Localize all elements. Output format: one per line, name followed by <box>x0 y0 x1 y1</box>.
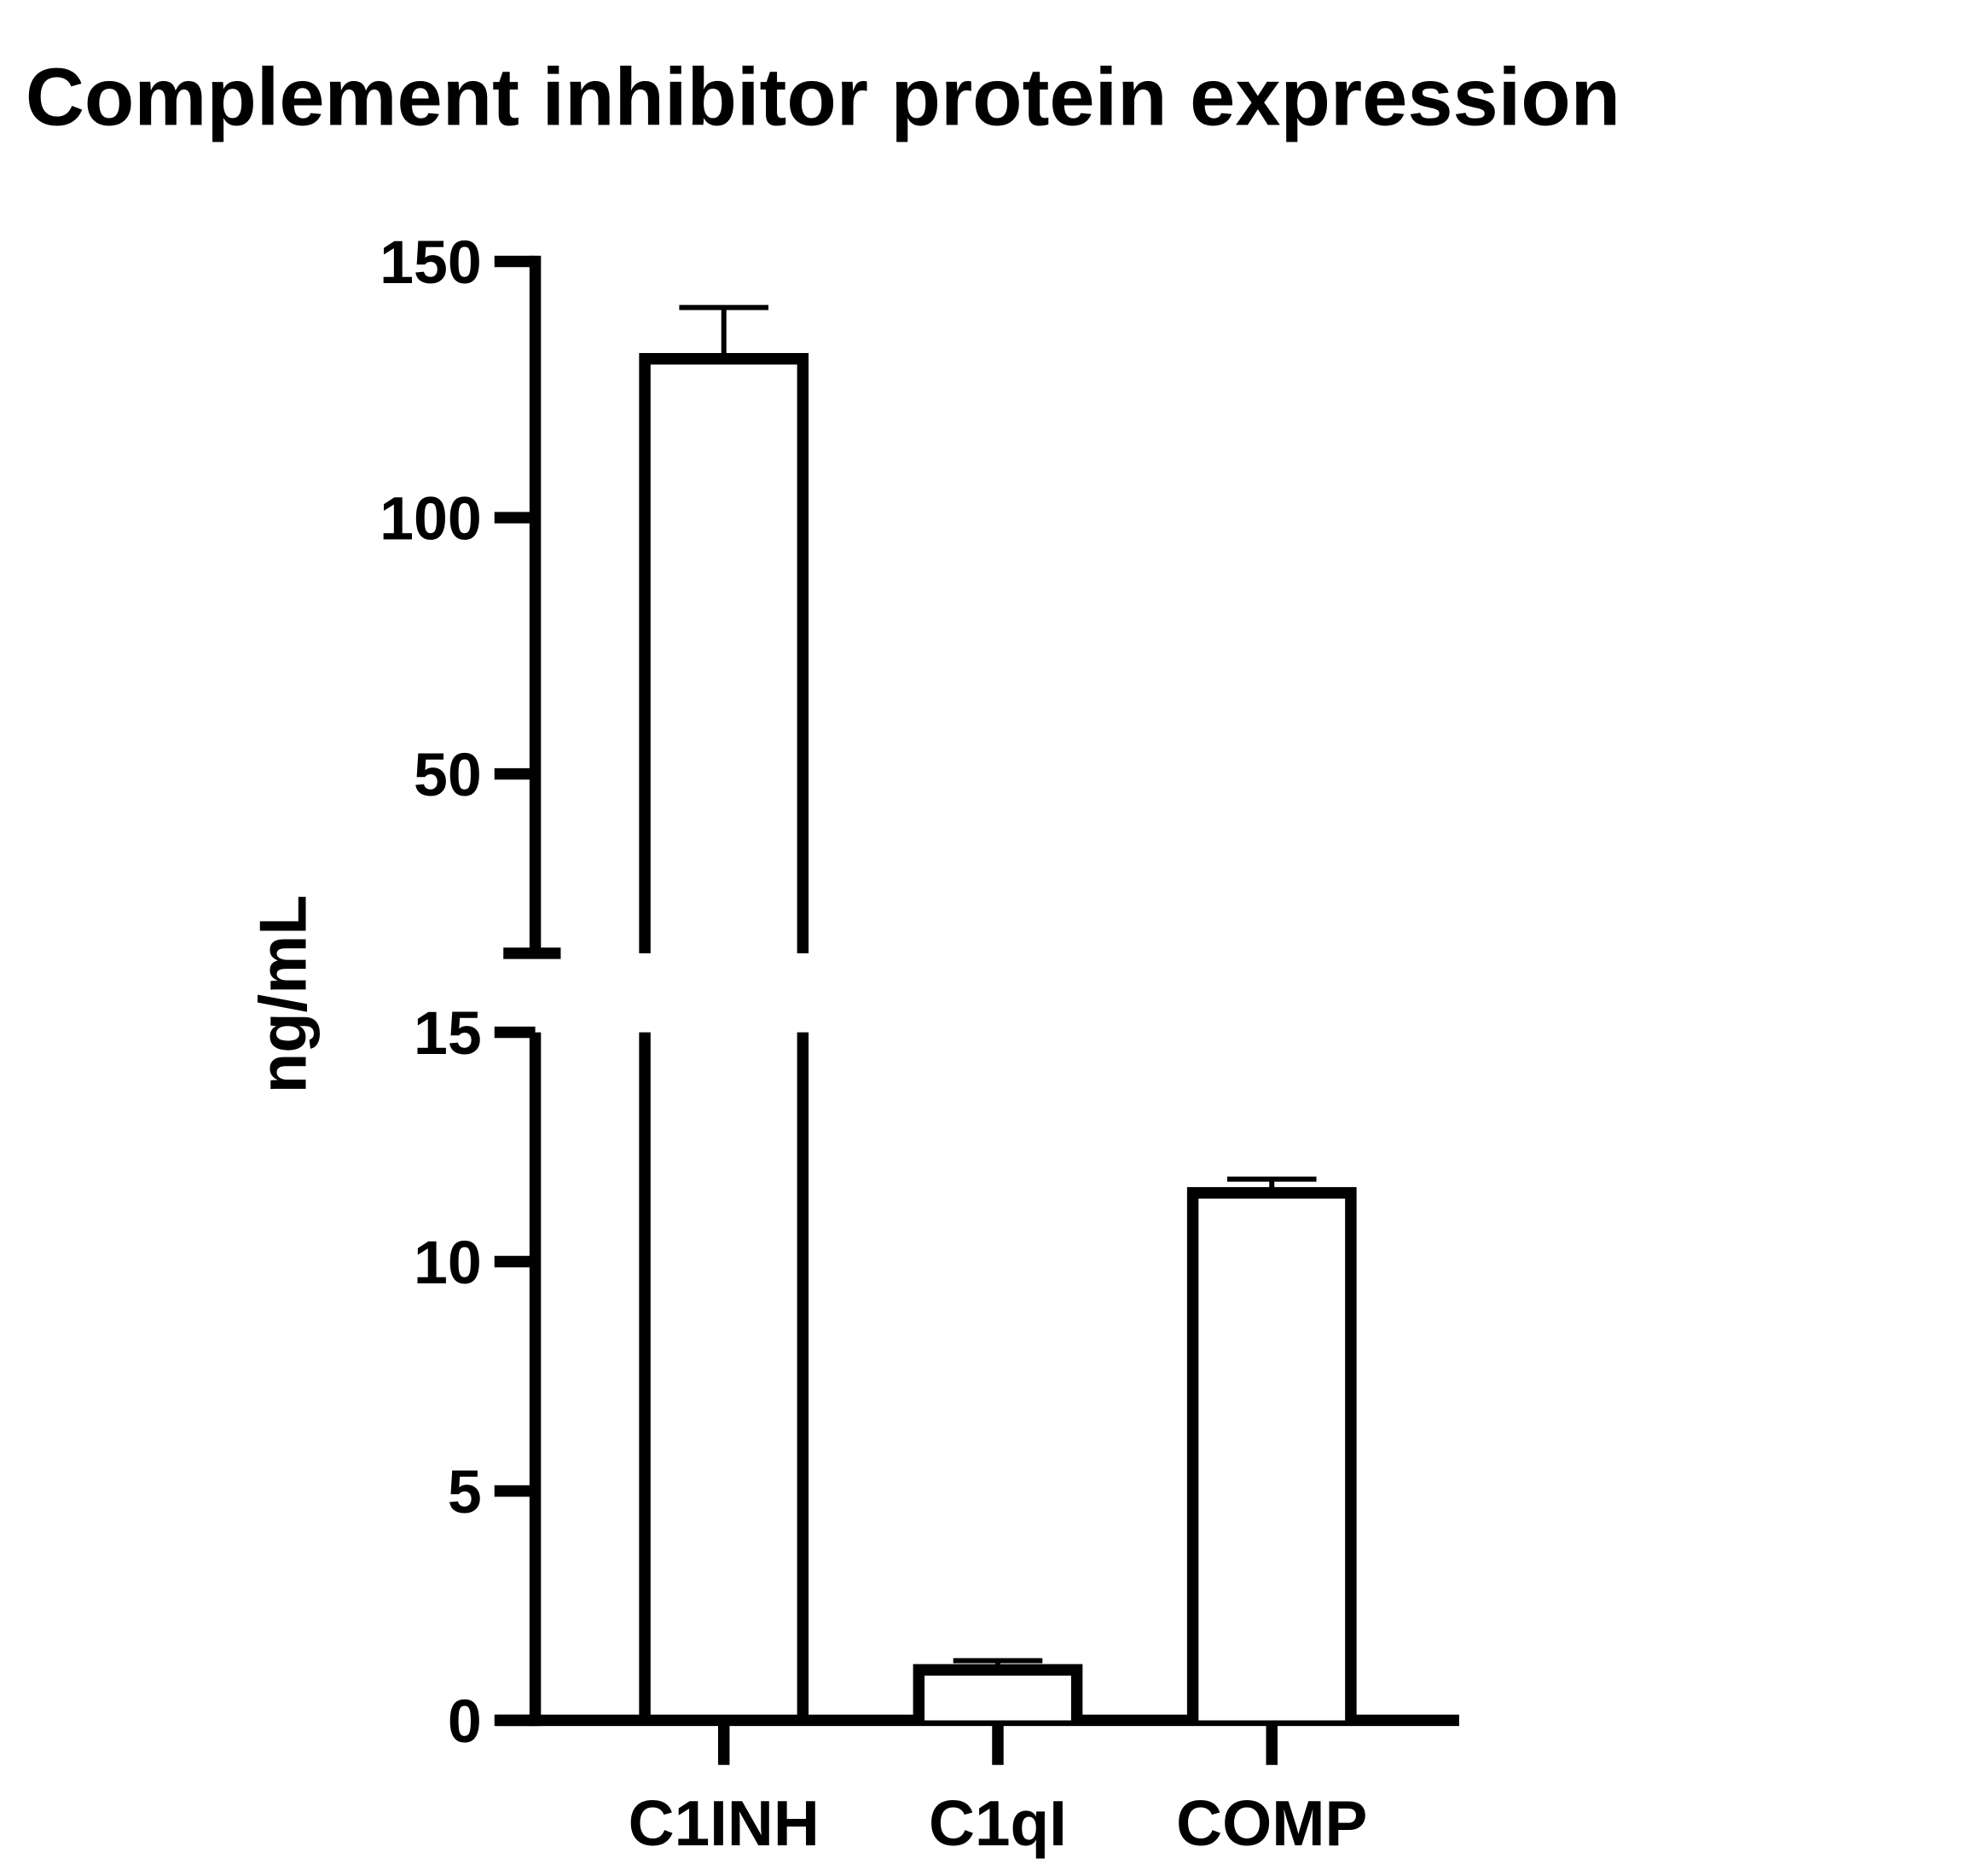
y-tick-label: 0 <box>448 1688 482 1756</box>
x-tick-label: C1qI <box>929 1787 1067 1859</box>
y-tick-label: 50 <box>414 741 482 809</box>
y-tick-label: 15 <box>414 999 482 1068</box>
y-tick-label: 10 <box>414 1229 482 1297</box>
x-tick-label: C1INH <box>629 1787 820 1859</box>
y-tick-label: 5 <box>448 1458 482 1526</box>
bar <box>639 353 809 1721</box>
chart-title: Complement inhibitor protein expression <box>26 52 1620 143</box>
y-axis-label: ng/mL <box>247 895 321 1093</box>
bar <box>1186 1187 1357 1721</box>
y-tick-label: 100 <box>380 484 482 553</box>
y-tick-label: 150 <box>380 229 482 297</box>
bar <box>913 1664 1083 1721</box>
x-tick-label: COMP <box>1176 1787 1367 1859</box>
